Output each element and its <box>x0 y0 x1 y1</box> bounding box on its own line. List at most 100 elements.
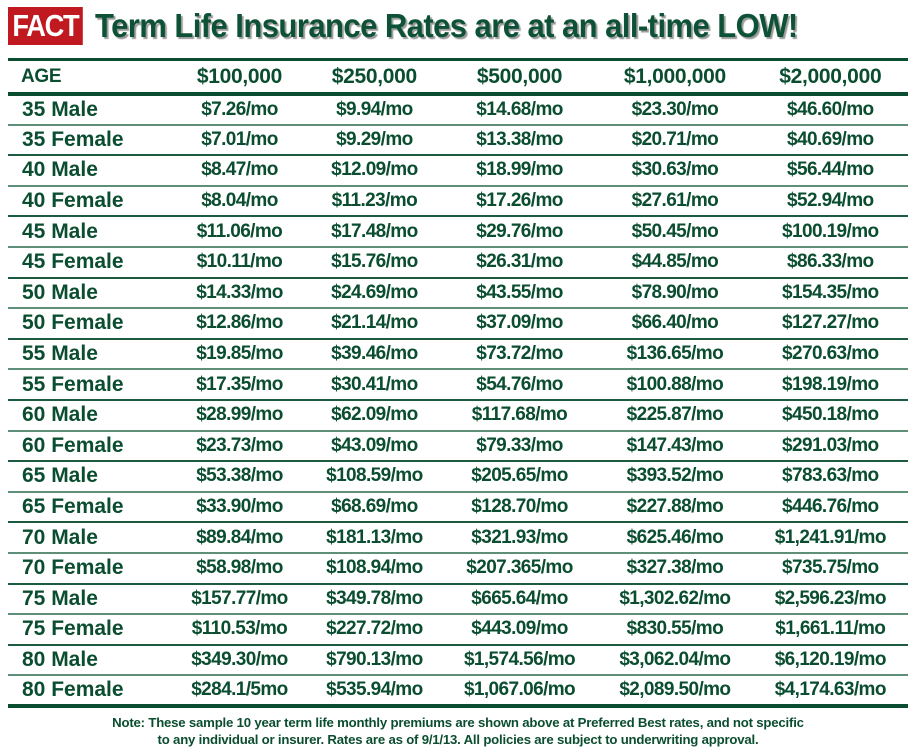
age-cell: 60 Female <box>22 433 124 457</box>
rate-cell: $26.31/mo <box>476 251 563 273</box>
age-cell: 40 Female <box>22 189 124 213</box>
age-cell: 80 Male <box>22 647 98 671</box>
table-row: 40 Female $8.04/mo $11.23/mo $17.26/mo $27.6… <box>8 186 908 217</box>
table-row: 75 Female $110.53/mo $227.72/mo $443.09/mo $… <box>8 614 908 645</box>
rate-cell: $100.19/mo <box>782 220 879 242</box>
table-row: 40 Male $8.47/mo $12.09/mo $18.99/mo $30.63/… <box>8 155 908 186</box>
table-row: 80 Female $284.1/5mo $535.94/mo $1,067.06/m… <box>8 675 908 706</box>
table-row: 50 Male $14.33/mo $24.69/mo $43.55/mo $78.90… <box>8 278 908 309</box>
note-line-1: Note: These sample 10 year term life mon… <box>112 715 804 730</box>
rate-cell: $108.94/mo <box>326 557 423 579</box>
rate-cell: $9.94/mo <box>336 98 413 120</box>
rate-cell: $100.88/mo <box>626 373 724 395</box>
rate-cell: $207.365/mo <box>466 557 573 579</box>
rate-cell: $11.23/mo <box>331 190 418 212</box>
rate-cell: $625.46/mo <box>626 526 724 548</box>
rate-cell: $227.72/mo <box>326 618 423 640</box>
rate-cell: $7.26/mo <box>201 98 278 120</box>
rate-cell: $2,089.50/mo <box>619 679 731 701</box>
rate-cell: $58.98/mo <box>196 557 283 579</box>
age-cell: 50 Male <box>22 280 98 304</box>
rate-cell: $227.88/mo <box>626 496 724 518</box>
table-row: 75 Male $157.77/mo $349.78/mo $665.64/mo $1,… <box>8 584 908 615</box>
rate-cell: $24.69/mo <box>331 281 418 303</box>
rate-cell: $79.33/mo <box>476 434 563 456</box>
table-row: 45 Female $10.11/mo $15.76/mo $26.31/mo $44.… <box>8 247 908 278</box>
rate-cell: $15.76/mo <box>331 251 418 273</box>
rate-cell: $30.63/mo <box>631 159 719 181</box>
rate-cell: $50.45/mo <box>631 220 719 242</box>
rate-cell: $284.1/5mo <box>191 679 288 701</box>
table-body: 35 Male $7.26/mo $9.94/mo $14.68/mo $23.30/m… <box>8 94 908 706</box>
rate-cell: $54.76/mo <box>476 373 563 395</box>
rate-cell: $86.33/mo <box>787 251 874 273</box>
rate-cell: $46.60/mo <box>787 98 874 120</box>
rate-cell: $127.27/mo <box>782 312 879 334</box>
rate-cell: $2,596.23/mo <box>774 587 887 609</box>
rate-cell: $1,661.11/mo <box>775 618 886 640</box>
rate-cell: $110.53/mo <box>191 618 288 640</box>
rate-cell: $291.03/mo <box>782 434 879 456</box>
rate-cell: $7.01/mo <box>201 128 278 150</box>
age-cell: 60 Male <box>22 403 98 427</box>
age-cell: 70 Male <box>22 525 98 549</box>
rate-cell: $9.29/mo <box>336 128 413 150</box>
rate-cell: $23.73/mo <box>196 434 283 456</box>
rate-cell: $4,174.63/mo <box>774 679 887 701</box>
rate-cell: $33.90/mo <box>196 496 283 518</box>
table-row: 70 Female $58.98/mo $108.94/mo $207.365/mo $… <box>8 553 908 584</box>
rate-cell: $30.41/mo <box>331 373 418 395</box>
rates-table: AGE $100,000 $250,000 $500,000 $1,000,00… <box>8 58 908 708</box>
table-row: 70 Male $89.84/mo $181.13/mo $321.93/mo $625… <box>8 522 908 553</box>
rate-cell: $37.09/mo <box>476 312 563 334</box>
rate-cell: $56.44/mo <box>787 159 874 181</box>
rate-cell: $73.72/mo <box>476 343 563 365</box>
rate-cell: $665.64/mo <box>471 587 568 609</box>
rate-cell: $8.04/mo <box>201 190 278 212</box>
age-cell: 55 Female <box>22 372 124 396</box>
note-line-2: to any individual or insurer. Rates are … <box>157 732 759 747</box>
rate-cell: $43.09/mo <box>331 434 418 456</box>
rate-cell: $89.84/mo <box>196 526 283 548</box>
rate-cell: $62.09/mo <box>331 404 418 426</box>
rate-cell: $735.75/mo <box>782 557 879 579</box>
rate-cell: $270.63/mo <box>782 343 879 365</box>
rate-cell: $6,120.19/mo <box>774 648 887 670</box>
rate-cell: $66.40/mo <box>631 312 719 334</box>
table-row: 50 Female $12.86/mo $21.14/mo $37.09/mo $66.… <box>8 308 908 339</box>
rate-cell: $12.09/mo <box>331 159 418 181</box>
rate-cell: $393.52/mo <box>626 465 724 487</box>
rate-cell: $14.68/mo <box>476 98 563 120</box>
rate-cell: $53.38/mo <box>196 465 283 487</box>
age-cell: 65 Female <box>22 495 124 519</box>
age-cell: 35 Male <box>22 97 98 121</box>
age-cell: 80 Female <box>22 678 124 702</box>
rate-cell: $52.94/mo <box>787 190 874 212</box>
table-row: 60 Male $28.99/mo $62.09/mo $117.68/mo $225.… <box>8 400 908 431</box>
rate-cell: $154.35/mo <box>782 281 879 303</box>
rate-cell: $535.94/mo <box>326 679 423 701</box>
rate-cell: $43.55/mo <box>476 281 563 303</box>
rate-cell: $157.77/mo <box>191 587 288 609</box>
rate-cell: $13.38/mo <box>476 128 563 150</box>
rate-cell: $117.68/mo <box>471 404 568 426</box>
rate-cell: $205.65/mo <box>471 465 568 487</box>
rate-cell: $136.65/mo <box>626 343 724 365</box>
rate-cell: $27.61/mo <box>631 190 719 212</box>
age-cell: 55 Male <box>22 342 98 366</box>
rate-cell: $20.71/mo <box>631 128 719 150</box>
rate-cell: $108.59/mo <box>326 465 423 487</box>
rate-cell: $19.85/mo <box>196 343 283 365</box>
age-cell: 45 Female <box>22 250 124 274</box>
rate-cell: $1,574.56/mo <box>463 648 576 670</box>
rate-cell: $321.93/mo <box>471 526 568 548</box>
rate-cell: $198.19/mo <box>782 373 879 395</box>
column-header-250k: $250,000 <box>331 64 418 88</box>
table-row: 55 Female $17.35/mo $30.41/mo $54.76/mo $100… <box>8 369 908 400</box>
rate-cell: $17.35/mo <box>196 373 283 395</box>
rate-cell: $3,062.04/mo <box>619 648 731 670</box>
rate-cell: $17.48/mo <box>331 220 418 242</box>
rate-cell: $147.43/mo <box>626 434 724 456</box>
rate-cell: $443.09/mo <box>471 618 568 640</box>
title-bar: FACT Term Life Insurance Rates are at an… <box>8 6 842 46</box>
